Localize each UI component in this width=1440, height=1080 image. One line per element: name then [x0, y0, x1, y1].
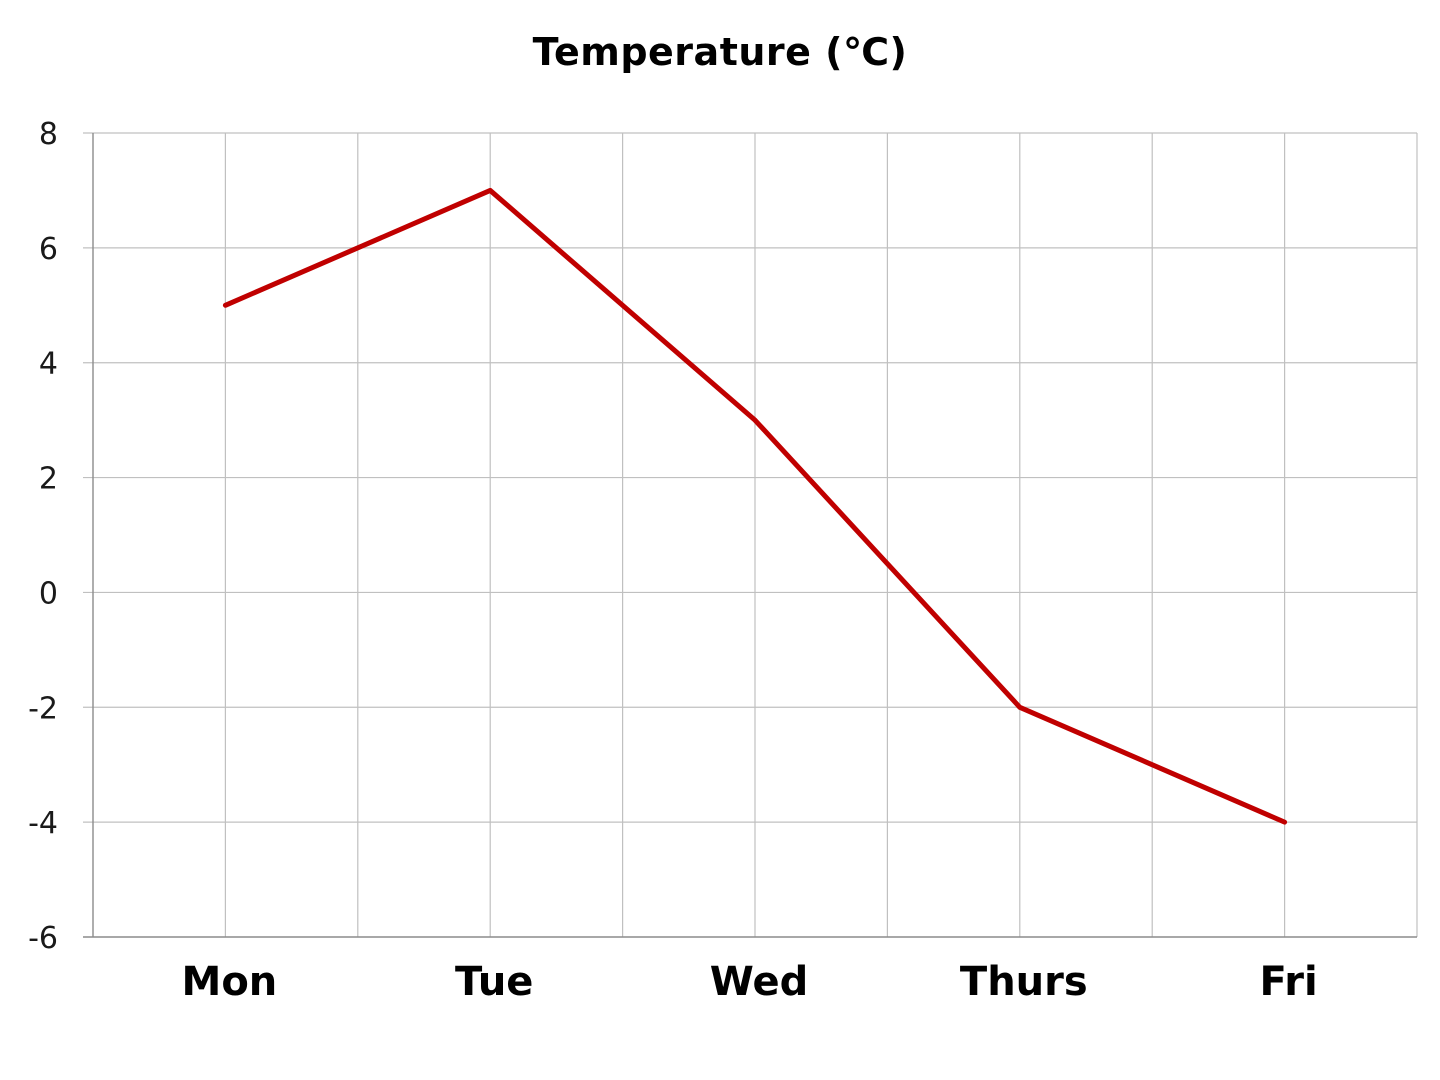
y-tick-label: -4	[28, 806, 58, 841]
y-tick-label: 0	[39, 576, 58, 611]
axes	[83, 133, 1417, 938]
x-tick-label: Wed	[710, 959, 808, 1005]
grid	[83, 132, 1418, 937]
x-tick-label: Thurs	[960, 959, 1088, 1005]
y-tick-label: 8	[39, 117, 58, 152]
x-tick-label: Mon	[182, 959, 278, 1005]
x-tick-label: Tue	[455, 959, 534, 1005]
y-axis-tick-labels: 8 6 4 2 0 -2 -4 -6	[28, 117, 58, 956]
series-layer	[222, 187, 1288, 825]
y-tick-label: -6	[28, 921, 58, 956]
y-tick-label: -2	[28, 691, 58, 726]
x-tick-label: Fri	[1259, 959, 1317, 1005]
y-tick-label: 6	[39, 232, 58, 267]
chart-title: Temperature (℃)	[532, 30, 908, 74]
x-axis-tick-labels: Mon Tue Wed Thurs Fri	[182, 959, 1318, 1005]
y-tick-label: 2	[39, 462, 58, 497]
y-tick-label: 4	[39, 347, 58, 382]
